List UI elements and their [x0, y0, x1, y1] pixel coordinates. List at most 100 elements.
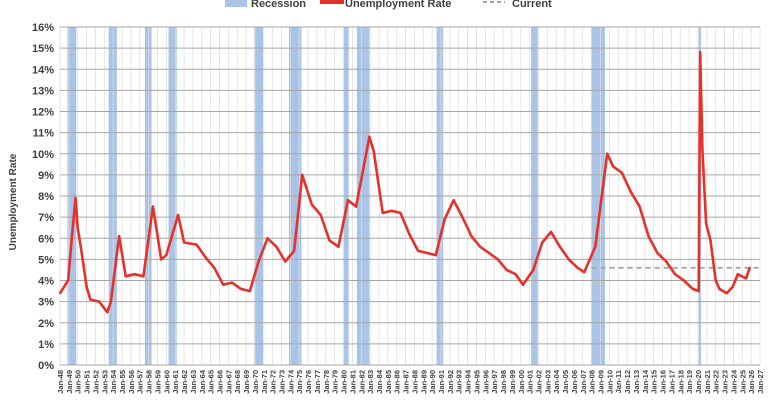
data-point	[257, 260, 260, 263]
x-tick-label: Jan-48	[56, 370, 65, 394]
x-tick-label: Jan-11	[614, 370, 623, 393]
x-tick-label: Jan-83	[366, 370, 375, 394]
data-point	[275, 245, 278, 248]
data-point	[665, 260, 668, 263]
data-point	[230, 281, 234, 284]
x-tick-label: Jan-80	[340, 370, 349, 394]
data-point	[505, 268, 508, 272]
x-tick-label: Jan-08	[588, 370, 597, 394]
x-tick-label: Jan-95	[472, 370, 481, 394]
x-tick-label: Jan-73	[278, 370, 287, 394]
data-point	[328, 239, 331, 242]
x-tick-label: Jan-52	[91, 370, 100, 394]
x-tick-label: Jan-99	[508, 370, 517, 394]
data-point	[239, 287, 243, 291]
data-point	[620, 171, 624, 174]
data-point	[487, 251, 491, 255]
data-point	[611, 165, 615, 168]
data-point	[434, 253, 438, 257]
x-tick-label: Jan-62	[180, 370, 189, 394]
data-point	[319, 213, 322, 217]
x-tick-label: Jan-58	[145, 370, 154, 394]
data-point	[354, 205, 358, 208]
legend-label-unemployment: Unemployment Rate	[345, 0, 451, 10]
y-tick-label: 12%	[32, 107, 54, 119]
data-point	[89, 298, 92, 301]
x-tick-label: Jan-59	[153, 370, 162, 394]
data-point	[673, 272, 677, 276]
data-point	[638, 205, 641, 208]
x-tick-label: Jan-96	[481, 370, 490, 394]
unemployment-rate-line	[58, 50, 751, 314]
x-tick-label: Jan-76	[304, 370, 313, 394]
data-point	[725, 291, 728, 295]
y-tick-label: 15%	[32, 43, 54, 55]
x-tick-label: Jan-93	[455, 370, 464, 394]
x-tick-label: Jan-79	[331, 370, 340, 394]
data-point	[744, 277, 748, 280]
data-point	[142, 275, 145, 278]
data-point	[416, 249, 420, 253]
x-tick-label: Jan-67	[224, 370, 233, 394]
y-tick-label: 5%	[38, 254, 54, 266]
x-tick-label: Jan-16	[659, 370, 668, 394]
x-tick-label: Jan-04	[552, 369, 561, 394]
legend-swatch-recession	[225, 0, 247, 7]
x-tick-label: Jan-97	[490, 370, 499, 394]
data-point	[300, 173, 304, 177]
x-tick-label: Jan-17	[667, 370, 676, 394]
x-tick-label: Jan-13	[632, 370, 641, 394]
data-point	[478, 245, 482, 248]
x-tick-label: Jan-10	[605, 370, 614, 394]
data-point	[182, 241, 186, 244]
y-tick-label: 6%	[38, 233, 54, 245]
data-point	[221, 283, 225, 286]
data-point	[521, 283, 525, 286]
y-tick-label: 1%	[38, 339, 54, 351]
y-tick-label: 7%	[38, 212, 54, 224]
x-tick-label: Jan-53	[100, 370, 109, 394]
data-point	[514, 272, 517, 276]
data-point	[204, 256, 207, 259]
data-point	[70, 237, 74, 240]
x-tick-label: Jan-78	[322, 370, 331, 394]
data-point	[266, 237, 269, 240]
data-point	[213, 266, 216, 270]
data-point	[549, 230, 553, 234]
data-point	[748, 266, 751, 270]
data-point	[532, 268, 535, 272]
data-point	[682, 279, 686, 282]
x-tick-label: Jan-20	[694, 370, 703, 394]
data-point	[714, 279, 717, 282]
y-tick-label: 14%	[32, 64, 54, 76]
data-point	[195, 243, 198, 246]
x-tick-label: Jan-85	[384, 370, 393, 394]
x-tick-label: Jan-90	[428, 370, 437, 394]
data-point	[605, 152, 609, 155]
data-point	[558, 245, 562, 248]
x-tick-label: Jan-07	[579, 370, 588, 394]
x-tick-label: Jan-65	[207, 370, 216, 394]
legend-swatch-unemployment	[320, 0, 344, 4]
x-tick-label: Jan-18	[676, 370, 685, 394]
x-tick-label: Jan-50	[74, 370, 83, 394]
x-tick-label: Jan-61	[171, 370, 180, 394]
data-point	[594, 245, 597, 248]
data-point	[80, 249, 83, 253]
x-tick-label: Jan-27	[756, 370, 765, 394]
data-point	[540, 241, 544, 244]
x-tick-label: Jan-98	[499, 370, 508, 394]
data-point	[452, 199, 455, 202]
x-tick-label: Jan-77	[313, 370, 322, 394]
x-tick-label: Jan-92	[446, 370, 455, 394]
x-tick-label: Jan-22	[712, 370, 721, 394]
x-tick-label: Jan-25	[738, 370, 747, 394]
x-tick-label: Jan-57	[136, 370, 145, 394]
x-tick-label: Jan-91	[437, 370, 446, 394]
y-tick-label: 11%	[33, 128, 55, 140]
x-tick-label: Jan-06	[570, 370, 579, 394]
data-point	[292, 249, 296, 253]
y-axis-label: Unemployment Rate	[8, 153, 19, 250]
y-tick-label: 0%	[38, 360, 54, 372]
